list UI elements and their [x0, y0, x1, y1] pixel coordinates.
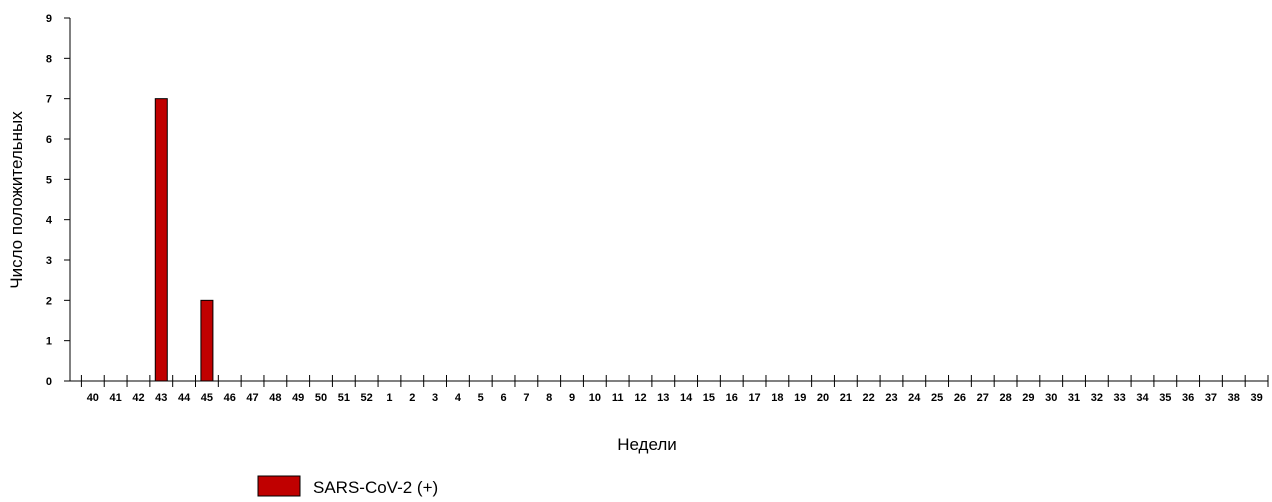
- y-tick-label: 2: [46, 295, 52, 307]
- x-tick-label: 2: [409, 392, 415, 404]
- y-tick-label: 9: [46, 13, 52, 25]
- y-tick-label: 0: [46, 376, 52, 388]
- x-tick-label: 52: [361, 392, 373, 404]
- x-tick-label: 47: [246, 392, 258, 404]
- x-tick-label: 4: [455, 392, 462, 404]
- x-tick-label: 25: [931, 392, 943, 404]
- x-tick-label: 9: [569, 392, 575, 404]
- axes: [64, 17, 1269, 387]
- x-tick-label: 14: [680, 392, 693, 404]
- x-tick-label: 7: [523, 392, 529, 404]
- x-tick-label: 42: [132, 392, 144, 404]
- y-tick-labels: 0 1 2 3 4 5 6 7 8 9: [46, 13, 53, 388]
- x-tick-label: 34: [1136, 392, 1149, 404]
- bar: [154, 98, 168, 382]
- x-tick-label: 15: [703, 392, 715, 404]
- x-tick-label: 40: [87, 392, 99, 404]
- x-tick-label: 45: [201, 392, 213, 404]
- x-tick-label: 39: [1250, 392, 1262, 404]
- bars: [154, 98, 214, 382]
- x-tick-label: 19: [794, 392, 806, 404]
- x-tick-labels: 40 41 42 43 44 45 46 47 48 49 50 51 52 1 2 3 4 5 6 7 8 9 10 11 1…: [87, 392, 1263, 404]
- x-tick-label: 46: [224, 392, 236, 404]
- x-tick-label: 12: [634, 392, 646, 404]
- x-tick-label: 36: [1182, 392, 1194, 404]
- y-tick-label: 5: [46, 174, 52, 186]
- y-tick-label: 7: [46, 94, 52, 106]
- x-tick-label: 24: [908, 392, 921, 404]
- x-tick-label: 18: [771, 392, 783, 404]
- x-tick-label: 21: [840, 392, 852, 404]
- x-tick-label: 1: [386, 392, 392, 404]
- legend-label: SARS-CoV-2 (+): [313, 478, 438, 497]
- x-tick-label: 6: [500, 392, 506, 404]
- x-tick-label: 32: [1091, 392, 1103, 404]
- x-tick-label: 44: [178, 392, 191, 404]
- y-tick-label: 3: [46, 255, 52, 267]
- x-tick-label: 51: [338, 392, 350, 404]
- x-tick-label: 29: [1022, 392, 1034, 404]
- x-tick-label: 11: [612, 392, 624, 404]
- x-tick-label: 8: [546, 392, 552, 404]
- x-tick-label: 33: [1114, 392, 1126, 404]
- x-tick-label: 26: [954, 392, 966, 404]
- x-tick-label: 5: [478, 392, 484, 404]
- x-tick-label: 16: [726, 392, 738, 404]
- x-tick-label: 37: [1205, 392, 1217, 404]
- x-tick-label: 43: [155, 392, 167, 404]
- bar: [200, 299, 214, 382]
- x-tick-label: 31: [1068, 392, 1080, 404]
- x-tick-label: 28: [999, 392, 1011, 404]
- x-tick-label: 38: [1228, 392, 1240, 404]
- y-axis-title: Число положительных: [7, 111, 26, 289]
- x-tick-label: 48: [269, 392, 281, 404]
- legend: SARS-CoV-2 (+): [257, 475, 438, 497]
- x-tick-label: 49: [292, 392, 304, 404]
- x-tick-label: 35: [1159, 392, 1171, 404]
- y-tick-label: 4: [46, 215, 53, 227]
- x-tick-label: 3: [432, 392, 438, 404]
- legend-swatch: [257, 475, 301, 497]
- y-tick-label: 8: [46, 53, 52, 65]
- x-tick-label: 50: [315, 392, 327, 404]
- x-tick-label: 30: [1045, 392, 1057, 404]
- x-tick-label: 41: [110, 392, 122, 404]
- x-tick-label: 27: [977, 392, 989, 404]
- x-tick-label: 17: [748, 392, 760, 404]
- x-tick-label: 23: [885, 392, 897, 404]
- y-tick-label: 1: [46, 336, 52, 348]
- y-tick-label: 6: [46, 134, 52, 146]
- x-tick-label: 22: [863, 392, 875, 404]
- x-axis-title: Недели: [617, 435, 677, 454]
- x-tick-label: 13: [657, 392, 669, 404]
- x-tick-label: 10: [589, 392, 601, 404]
- x-tick-label: 20: [817, 392, 829, 404]
